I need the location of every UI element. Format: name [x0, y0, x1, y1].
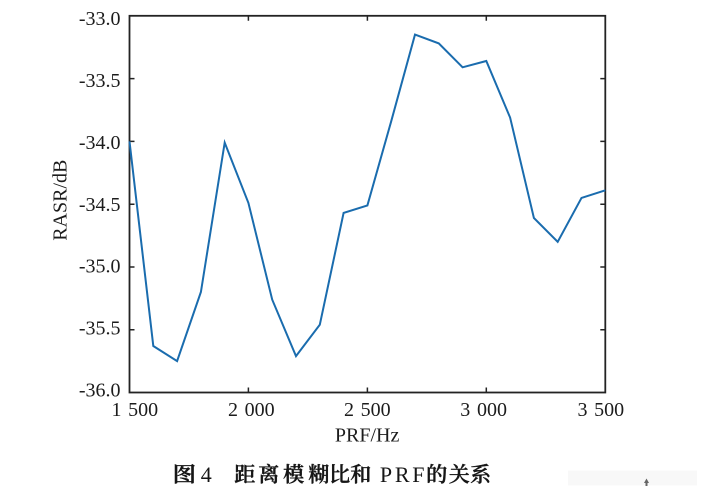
svg-text:-33.0: -33.0: [79, 8, 121, 30]
svg-text:4: 4: [201, 462, 212, 487]
svg-text:2 000: 2 000: [228, 399, 275, 421]
svg-text:PRF: PRF: [380, 462, 427, 487]
svg-text:-36.0: -36.0: [79, 379, 121, 401]
svg-text:3 000: 3 000: [460, 399, 507, 421]
svg-text:2 500: 2 500: [344, 399, 391, 421]
svg-text:PRF/Hz: PRF/Hz: [335, 425, 400, 447]
svg-text:-34.0: -34.0: [79, 132, 121, 154]
svg-text:RASR/dB: RASR/dB: [50, 160, 72, 241]
svg-text:-35.0: -35.0: [79, 256, 121, 278]
svg-text:1 500: 1 500: [111, 399, 158, 421]
svg-text:-33.5: -33.5: [79, 70, 121, 92]
svg-text:-35.5: -35.5: [79, 318, 121, 340]
svg-text:-34.5: -34.5: [79, 194, 121, 216]
svg-text:3 500: 3 500: [577, 399, 624, 421]
